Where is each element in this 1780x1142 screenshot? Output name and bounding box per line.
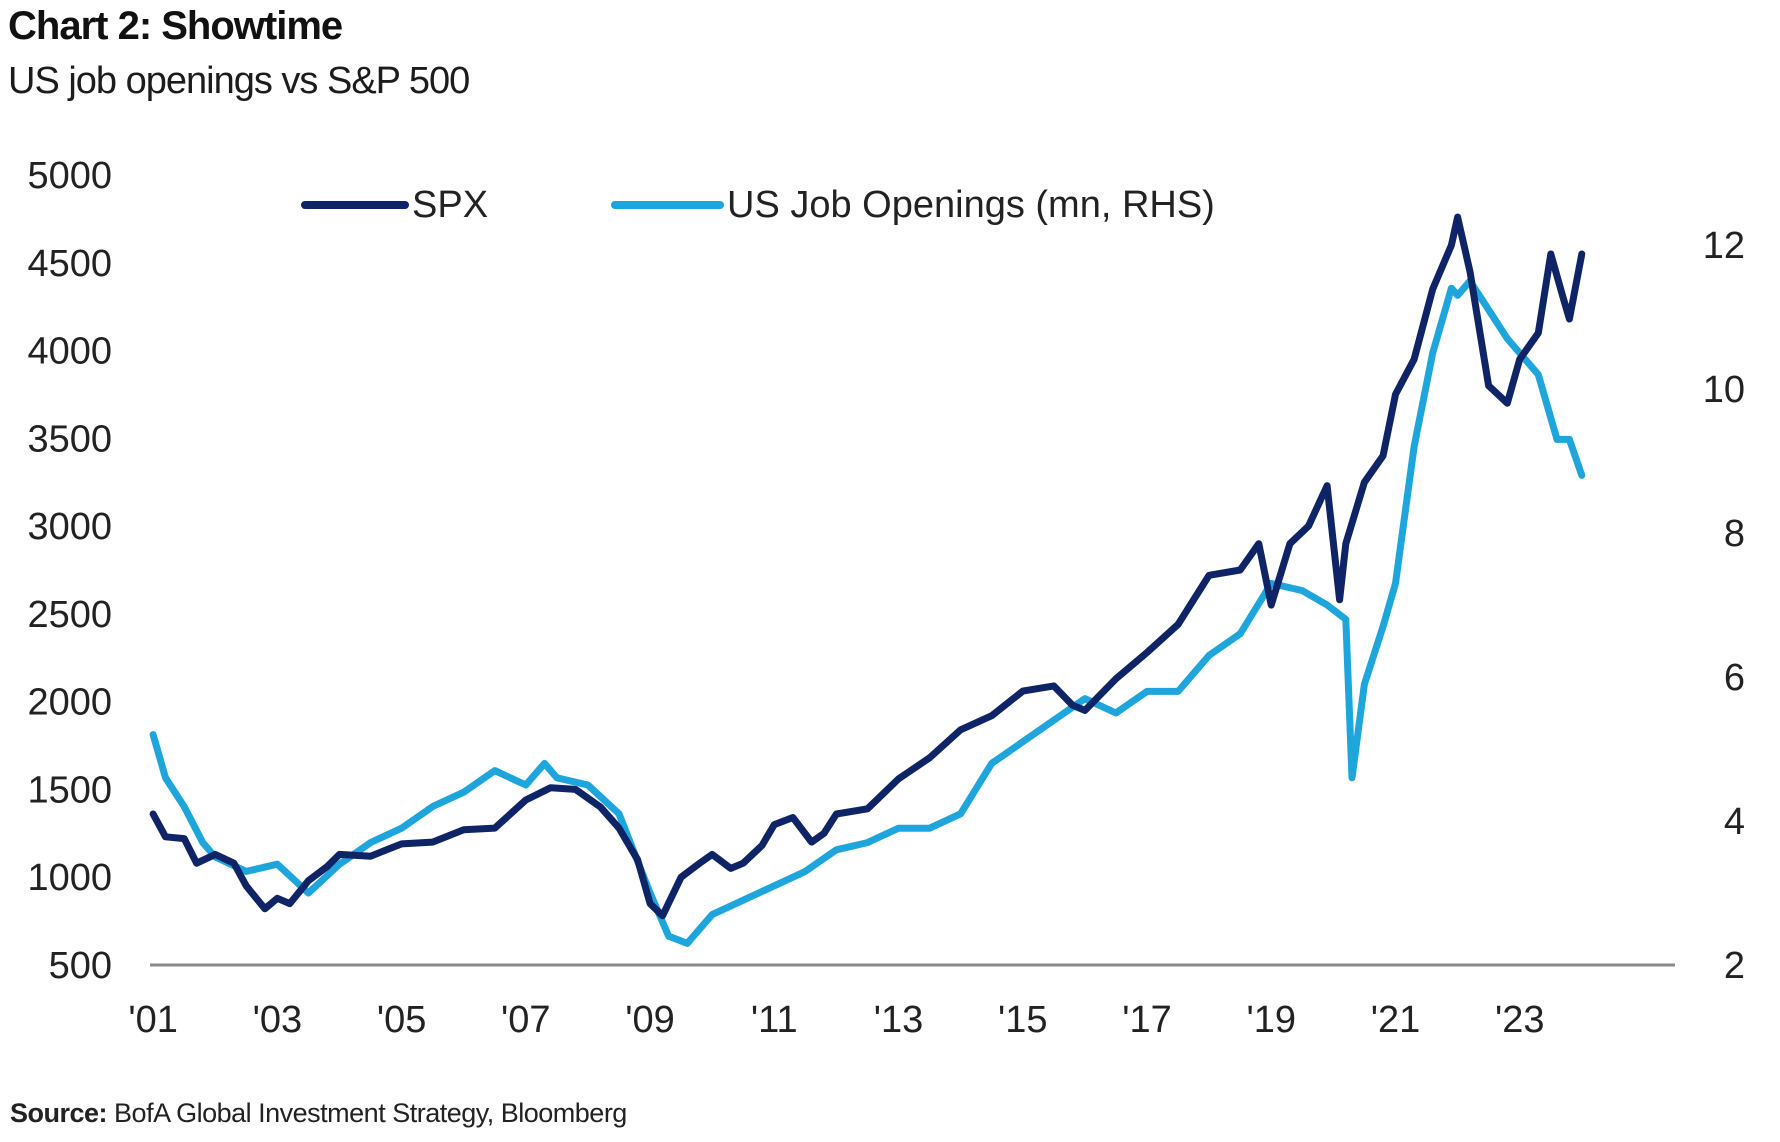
x-tick-label: '13 bbox=[874, 999, 924, 1041]
series-line-spx bbox=[149, 213, 1586, 920]
x-tick-label: '15 bbox=[998, 999, 1048, 1041]
x-tick-label: '23 bbox=[1495, 999, 1545, 1041]
legend-item-job-openings-label: US Job Openings (mn, RHS) bbox=[727, 184, 1215, 226]
y-right-tick-label: 6 bbox=[1724, 657, 1745, 699]
y-left-tick-label: 3500 bbox=[27, 418, 112, 460]
y-right-tick-label: 12 bbox=[1703, 225, 1745, 267]
x-tick-label: '17 bbox=[1122, 999, 1172, 1041]
x-tick-label: '05 bbox=[377, 999, 427, 1041]
x-tick-label: '01 bbox=[128, 999, 178, 1041]
y-left-tick-label: 4000 bbox=[27, 331, 112, 373]
x-tick-label: '07 bbox=[501, 999, 551, 1041]
x-tick-label: '21 bbox=[1371, 999, 1421, 1041]
source-note: Source: BofA Global Investment Strategy,… bbox=[10, 1098, 627, 1129]
chart-area: 500 1000 1500 2000 2500 3000 3500 4000 4500 5000 2… bbox=[27, 155, 1745, 1041]
chart-subtitle: US job openings vs S&P 500 bbox=[8, 60, 470, 102]
legend: SPX US Job Openings (mn, RHS) bbox=[301, 184, 1215, 226]
y-left-tick-label: 1000 bbox=[27, 857, 112, 899]
legend-item-spx-label: SPX bbox=[412, 184, 488, 226]
y-left-tick-label: 1500 bbox=[27, 769, 112, 811]
x-tick-label: '09 bbox=[625, 999, 675, 1041]
y-right-tick-label: 4 bbox=[1724, 801, 1745, 843]
source-label: Source: bbox=[10, 1098, 108, 1128]
y-left-tick-label: 2000 bbox=[27, 682, 112, 724]
source-text: BofA Global Investment Strategy, Bloombe… bbox=[114, 1098, 627, 1128]
y-left-tick-label: 4500 bbox=[27, 243, 112, 285]
y-left-tick-label: 3000 bbox=[27, 506, 112, 548]
y-right-tick-label: 10 bbox=[1703, 369, 1745, 411]
y-left-tick-label: 5000 bbox=[27, 155, 112, 197]
axes-group: 500 1000 1500 2000 2500 3000 3500 4000 4500 5000 2… bbox=[27, 155, 1745, 1041]
y-left-tick-label: 2500 bbox=[27, 594, 112, 636]
series-group bbox=[149, 213, 1586, 947]
y-right-tick-label: 2 bbox=[1724, 945, 1745, 987]
y-left-tick-label: 500 bbox=[49, 945, 112, 987]
x-tick-label: '03 bbox=[253, 999, 303, 1041]
chart-title: Chart 2: Showtime bbox=[8, 4, 343, 48]
x-tick-label: '19 bbox=[1246, 999, 1296, 1041]
series-line-job-openings bbox=[149, 277, 1586, 947]
y-right-tick-label: 8 bbox=[1724, 513, 1745, 555]
x-tick-label: '11 bbox=[751, 999, 798, 1041]
